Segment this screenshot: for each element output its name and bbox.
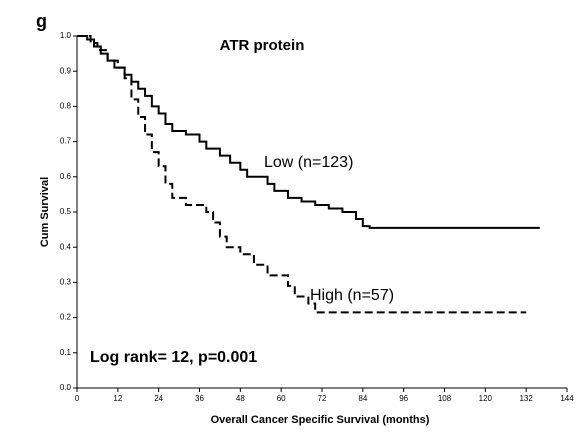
x-tick-label: 144 (560, 394, 574, 403)
x-tick-label: 36 (195, 394, 204, 403)
y-axis-label: Cum Survival (39, 177, 51, 247)
annotation: Low (n=123) (264, 154, 353, 171)
x-tick-label: 24 (154, 394, 163, 403)
y-tick-label: 0.1 (60, 348, 72, 357)
x-tick-label: 48 (236, 394, 245, 403)
y-tick-label: 0.0 (60, 383, 72, 392)
x-tick-label: 120 (479, 394, 493, 403)
y-tick-label: 0.9 (60, 66, 72, 75)
annotation: High (n=57) (310, 287, 394, 304)
y-tick-label: 0.4 (60, 242, 72, 251)
y-tick-label: 0.7 (60, 137, 72, 146)
x-tick-label: 60 (277, 394, 286, 403)
y-tick-label: 0.8 (60, 102, 72, 111)
x-tick-label: 0 (75, 394, 80, 403)
y-tick-label: 1.0 (60, 31, 72, 40)
x-tick-label: 108 (438, 394, 452, 403)
x-tick-label: 132 (519, 394, 533, 403)
x-tick-label: 84 (358, 394, 367, 403)
survival-curve (77, 35, 527, 314)
chart-title: ATR protein (220, 37, 305, 54)
y-tick-label: 0.3 (60, 278, 72, 287)
y-tick-label: 0.5 (60, 207, 72, 216)
annotation: Log rank= 12, p=0.001 (90, 349, 257, 366)
x-axis-label: Overall Cancer Specific Survival (months… (211, 414, 430, 426)
y-tick-label: 0.6 (60, 172, 72, 181)
x-tick-label: 12 (113, 394, 122, 403)
y-tick-label: 0.2 (60, 313, 72, 322)
x-tick-label: 96 (399, 394, 408, 403)
x-tick-label: 72 (318, 394, 327, 403)
panel-label: g (36, 11, 47, 31)
survival-curve (77, 35, 540, 229)
